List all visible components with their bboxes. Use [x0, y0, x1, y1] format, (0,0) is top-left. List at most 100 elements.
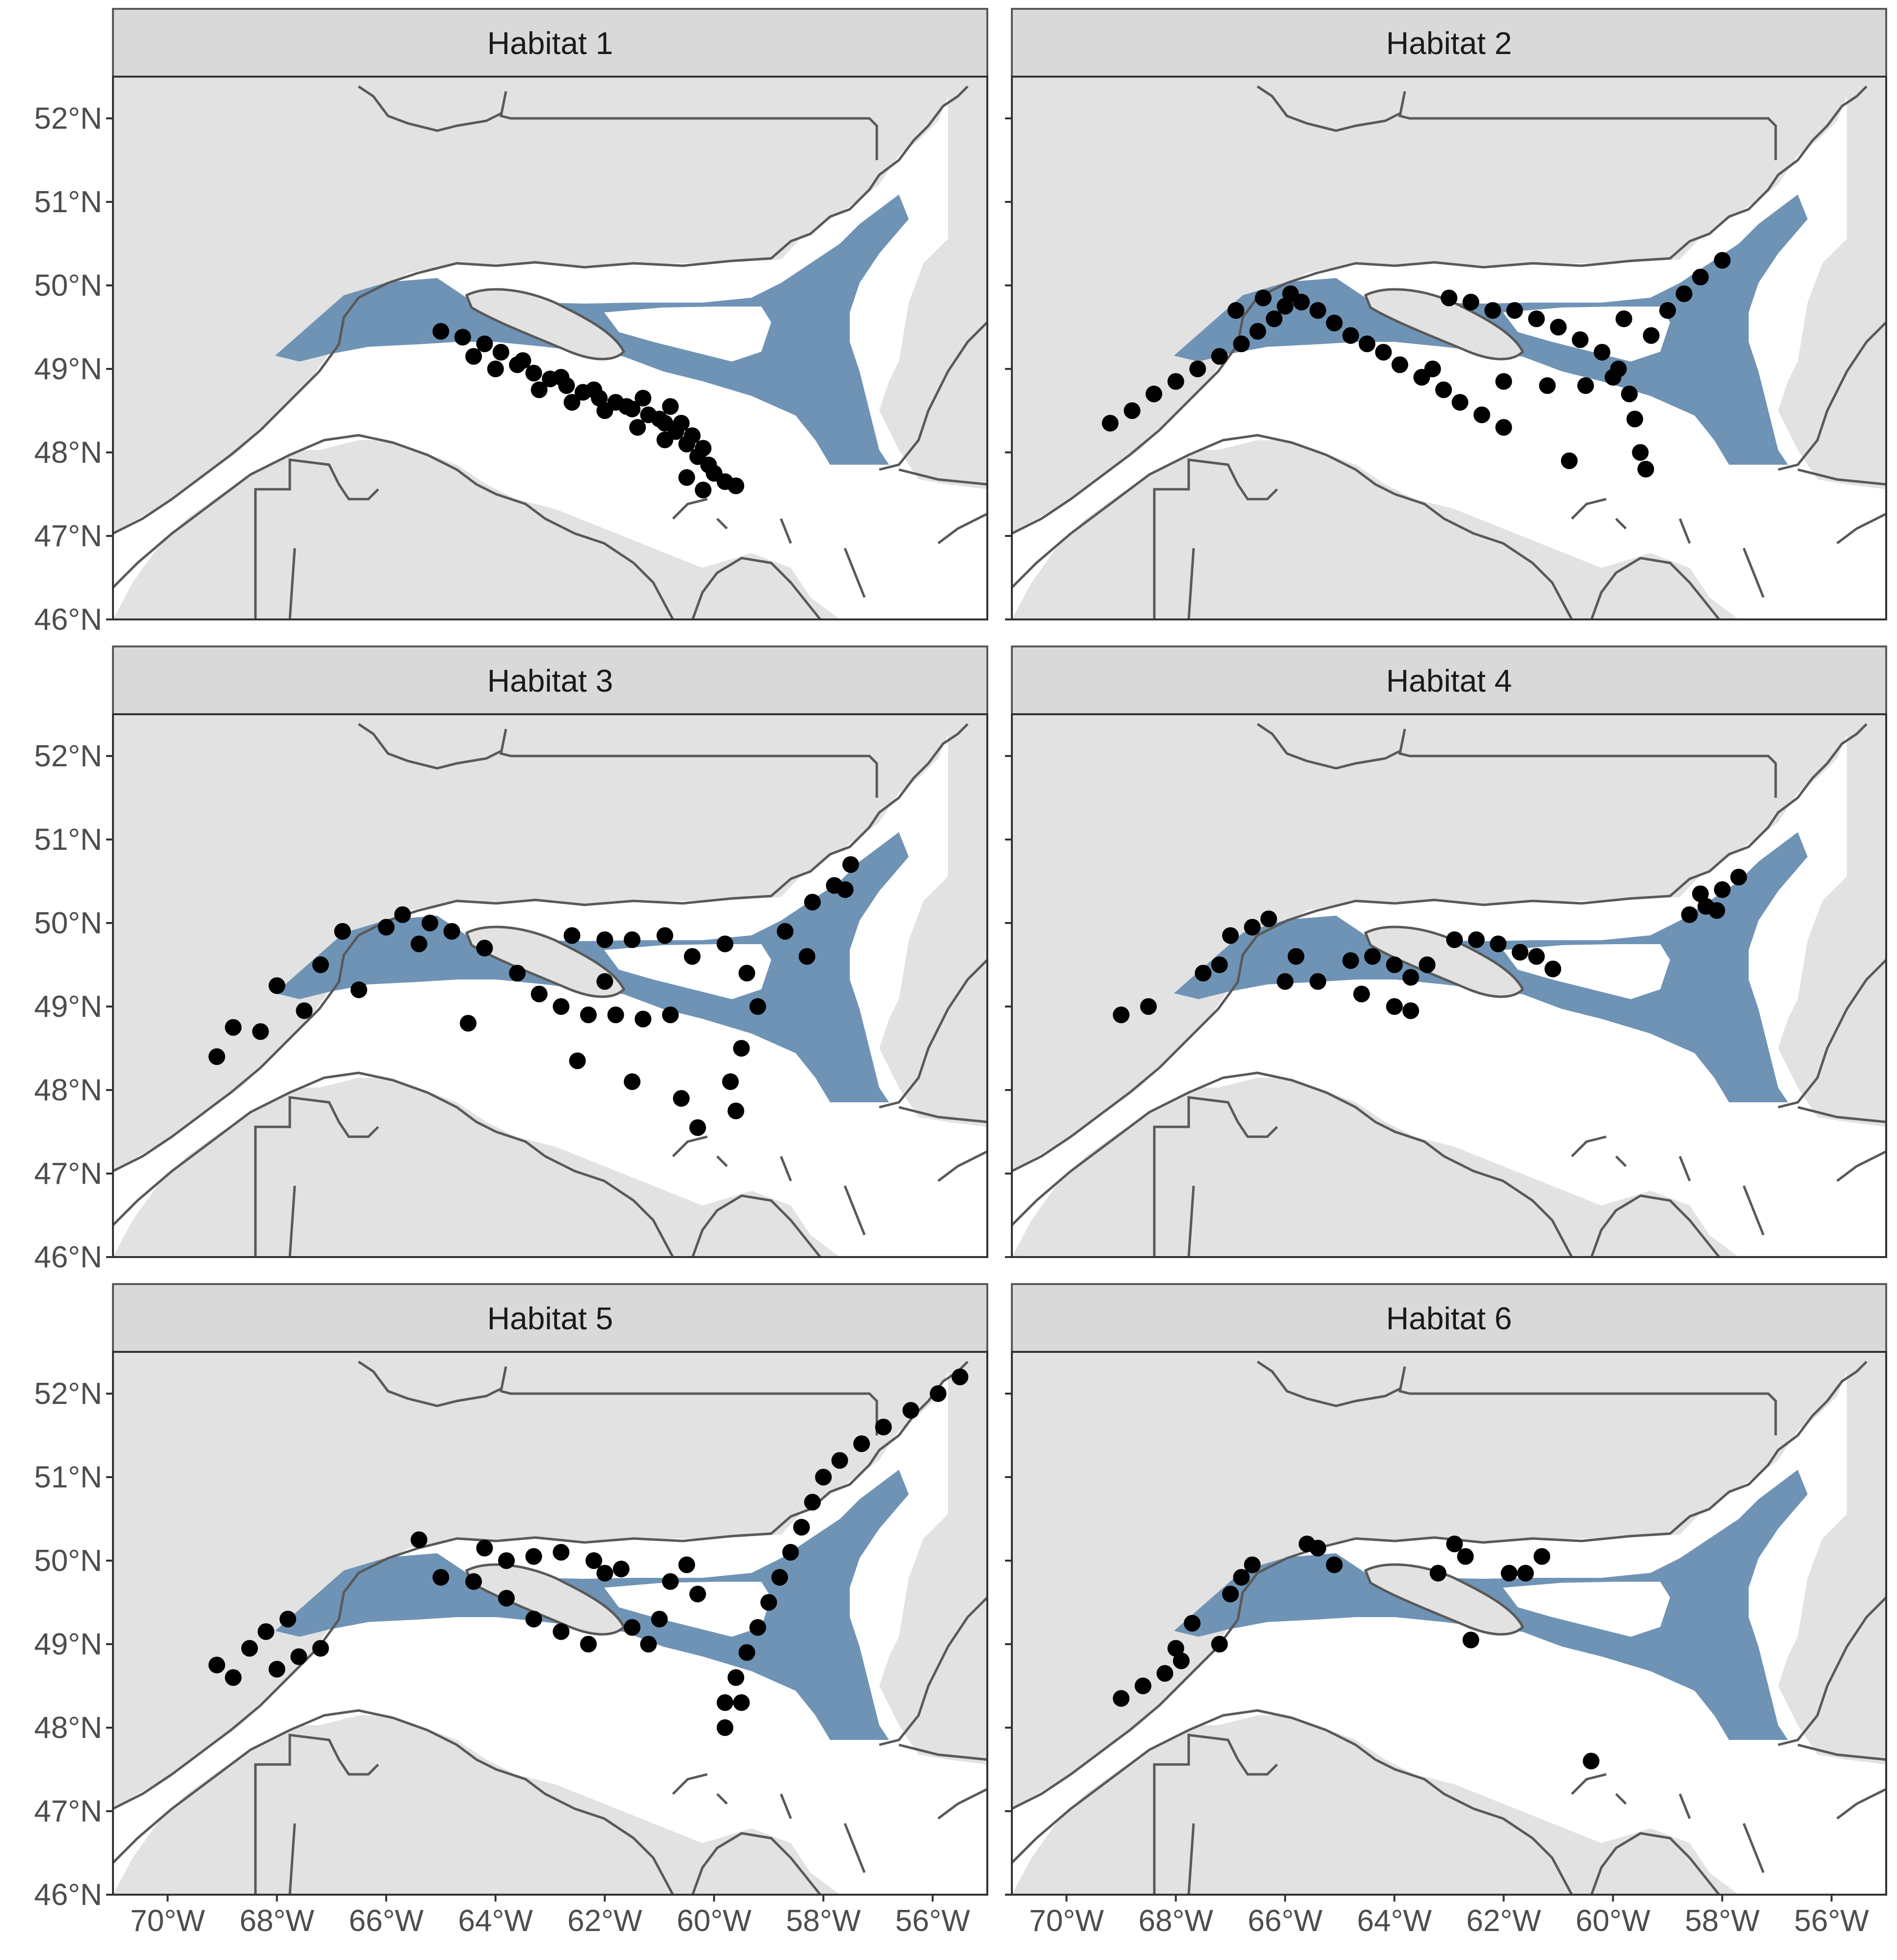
x-tick-label: 58°W [1685, 1904, 1760, 1938]
observation-point [454, 329, 471, 346]
observation-point [1441, 289, 1457, 307]
observation-point [1222, 1586, 1239, 1602]
observation-point [1659, 302, 1676, 319]
observation-point [1386, 956, 1403, 973]
x-tick-label: 66°W [349, 1904, 424, 1938]
observation-point [465, 1573, 482, 1590]
observation-point [1102, 415, 1119, 432]
panel-habitat-2: Habitat 2 [1011, 8, 1887, 620]
observation-point [1561, 452, 1578, 469]
observation-point [749, 1619, 766, 1636]
observation-point [815, 1469, 832, 1485]
observation-point [662, 1573, 679, 1590]
observation-point [224, 1669, 242, 1686]
observation-point [1167, 1640, 1184, 1657]
habitat-points [1113, 1536, 1600, 1769]
observation-point [1550, 319, 1567, 336]
observation-point [1616, 310, 1632, 327]
observation-point [695, 440, 712, 457]
observation-point [623, 931, 641, 948]
observation-point [530, 381, 548, 398]
observation-point [1123, 402, 1141, 419]
observation-point [252, 1023, 269, 1040]
observation-point [678, 1556, 696, 1573]
observation-point [411, 935, 427, 952]
observation-point [1451, 394, 1469, 411]
observation-point [530, 985, 548, 1003]
observation-point [509, 965, 526, 981]
observation-point [1249, 323, 1266, 340]
observation-point [1528, 948, 1545, 965]
observation-point [312, 1640, 329, 1657]
observation-point [525, 1611, 542, 1627]
observation-point [1211, 1636, 1228, 1652]
y-tick-label: 51°N [34, 185, 102, 219]
observation-point [1402, 1002, 1420, 1019]
observation-point [727, 1669, 745, 1686]
panel-habitat-4: Habitat 4 [1011, 645, 1887, 1258]
observation-point [334, 923, 351, 940]
observation-point [596, 1565, 614, 1582]
observation-point [782, 1544, 799, 1561]
observation-point [1260, 910, 1277, 927]
observation-point [1692, 885, 1709, 902]
observation-point [1495, 373, 1512, 390]
observation-point [569, 1052, 586, 1069]
observation-point [902, 1402, 920, 1419]
observation-point [563, 394, 581, 411]
observation-point [1692, 269, 1709, 285]
observation-point [738, 1644, 755, 1661]
observation-point [1342, 327, 1359, 344]
observation-point [1544, 960, 1562, 978]
y-tick-label: 50°N [34, 906, 102, 940]
observation-point [760, 1594, 777, 1611]
x-tick-label: 60°W [677, 1904, 752, 1938]
observation-point [1495, 419, 1512, 436]
y-tick-label: 52°N [34, 739, 102, 773]
observation-point [1287, 948, 1305, 965]
observation-point [432, 323, 449, 340]
observation-point [1211, 956, 1228, 973]
observation-point [695, 481, 712, 499]
observation-point [635, 1010, 652, 1028]
observation-point [1446, 931, 1463, 948]
observation-point [673, 415, 690, 432]
observation-point [656, 431, 673, 448]
observation-point [1506, 302, 1523, 319]
habitat-points [1102, 252, 1731, 477]
observation-point [651, 1611, 668, 1627]
observation-point [1386, 998, 1403, 1015]
observation-point [257, 1623, 275, 1640]
observation-point [1632, 444, 1649, 461]
x-tick-label: 66°W [1248, 1904, 1323, 1938]
observation-point [1714, 252, 1731, 269]
panel-title: Habitat 2 [1386, 26, 1512, 61]
observation-point [580, 1007, 597, 1023]
observation-point [514, 352, 531, 369]
observation-point [487, 361, 504, 377]
observation-point [553, 1623, 570, 1640]
observation-point [717, 935, 733, 952]
observation-point [586, 381, 602, 398]
observation-point [1583, 1753, 1600, 1769]
y-tick-label: 49°N [34, 1627, 102, 1661]
observation-point [662, 398, 679, 415]
observation-point [1277, 973, 1294, 990]
observation-point [684, 948, 701, 965]
observation-point [1457, 1548, 1474, 1565]
observation-point [837, 881, 854, 898]
panel-habitat-5: Habitat 5 [112, 1283, 988, 1896]
observation-point [842, 856, 859, 873]
observation-point [717, 1719, 733, 1736]
observation-point [1113, 1690, 1130, 1707]
y-tick-label: 48°N [34, 436, 102, 470]
observation-point [1167, 373, 1184, 390]
observation-point [1359, 336, 1376, 352]
observation-point [1572, 331, 1589, 348]
habitat-points [208, 1369, 969, 1736]
observation-point [596, 931, 614, 948]
x-tick-label: 70°W [1029, 1904, 1104, 1938]
x-tick-label: 58°W [786, 1904, 861, 1938]
observation-point [875, 1419, 892, 1435]
panel-title: Habitat 1 [487, 26, 613, 61]
